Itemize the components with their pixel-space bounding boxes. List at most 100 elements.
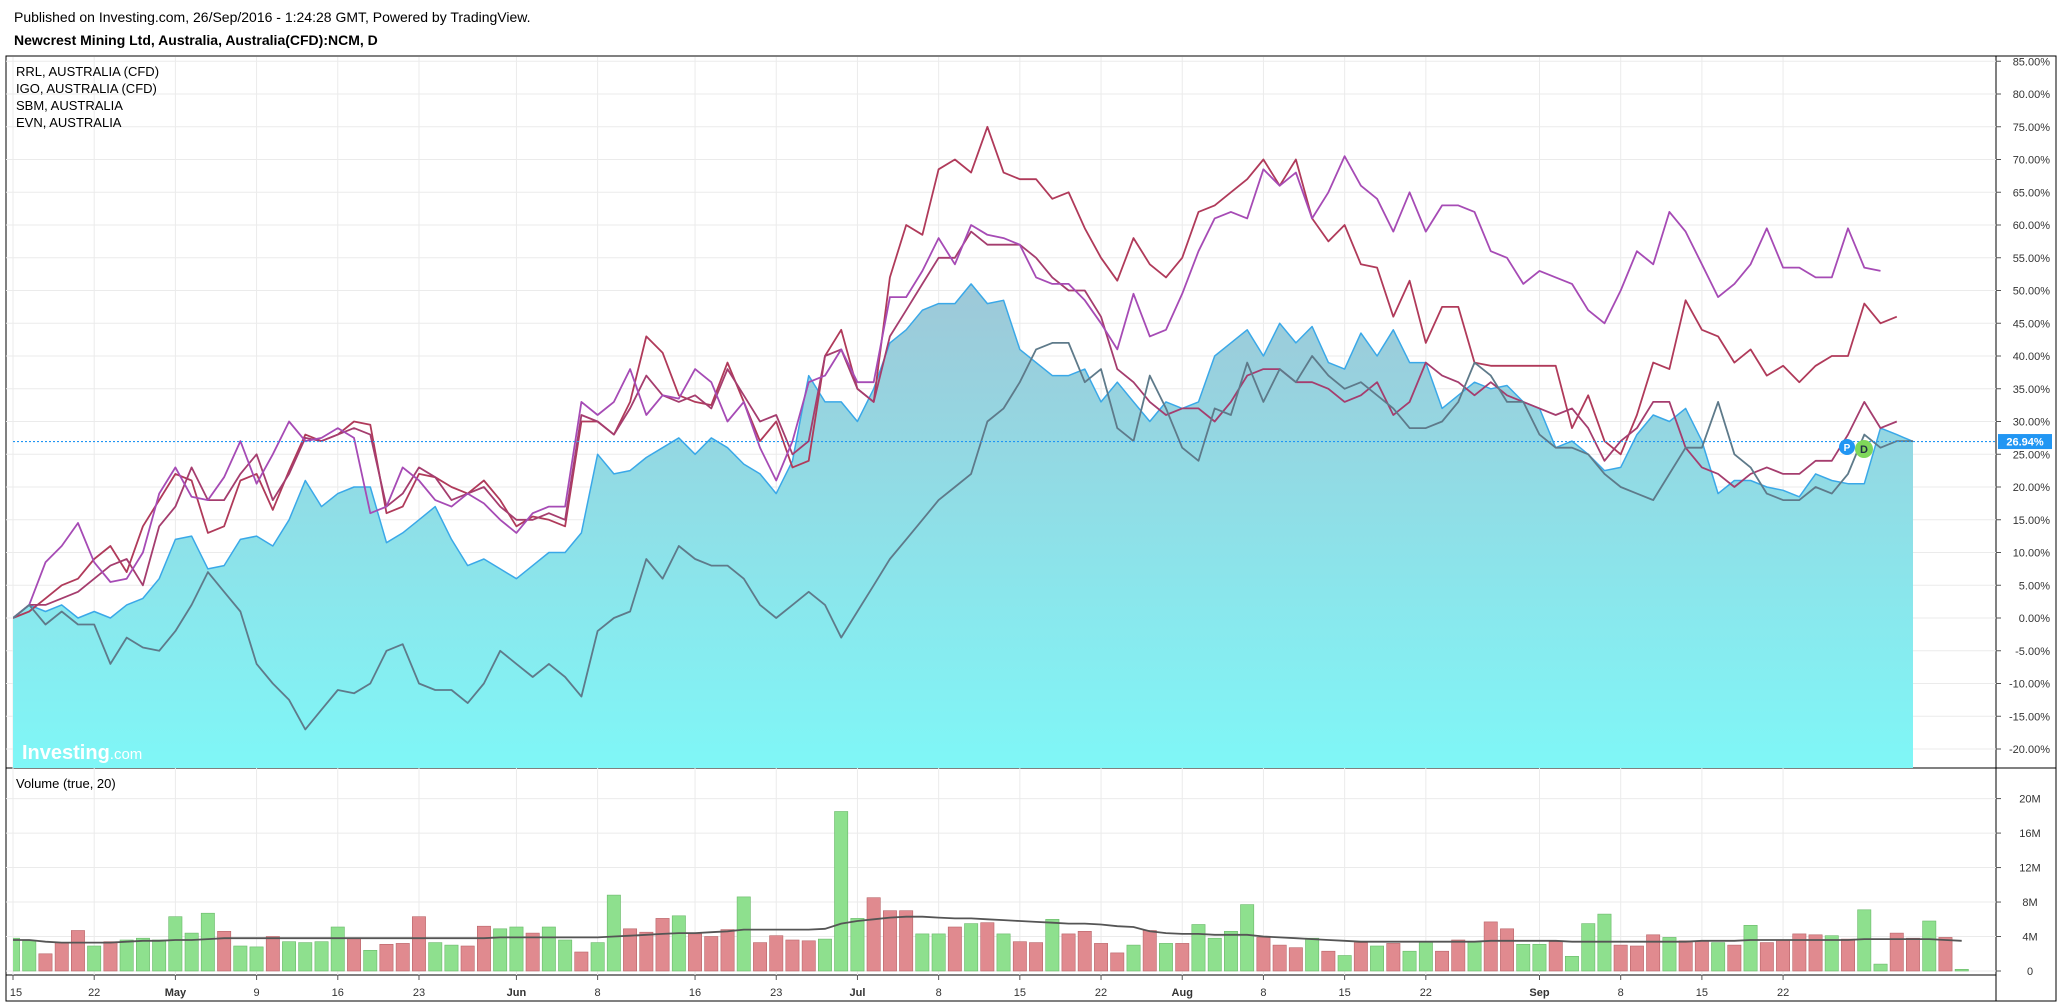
volume-bar bbox=[866, 897, 881, 972]
volume-bar bbox=[915, 933, 930, 972]
volume-tick-label: 20M bbox=[2019, 794, 2040, 806]
volume-bar bbox=[1353, 942, 1368, 972]
volume-bar bbox=[899, 910, 914, 972]
volume-bar bbox=[22, 940, 37, 972]
symbol-title: Newcrest Mining Ltd, Australia, Australi… bbox=[14, 32, 378, 48]
volume-bar bbox=[1305, 937, 1320, 972]
x-tick-label: 16 bbox=[332, 987, 344, 999]
volume-bar bbox=[947, 926, 962, 972]
volume-bar bbox=[834, 811, 849, 972]
volume-bar bbox=[1159, 943, 1173, 972]
volume-bar bbox=[428, 942, 443, 972]
volume-bar bbox=[931, 933, 946, 972]
volume-bar bbox=[168, 916, 183, 972]
volume-bar bbox=[1630, 945, 1644, 972]
y-tick-label: 25.00% bbox=[2013, 449, 2051, 461]
y-tick-label: 45.00% bbox=[2013, 318, 2051, 330]
volume-bar bbox=[1938, 937, 1953, 972]
x-tick-label: 22 bbox=[88, 987, 100, 999]
volume-bar bbox=[249, 946, 264, 972]
event-marker-d[interactable]: D bbox=[1855, 440, 1873, 458]
y-tick-label: -5.00% bbox=[2015, 646, 2050, 658]
y-tick-label: 10.00% bbox=[2013, 548, 2051, 560]
volume-bar bbox=[136, 937, 150, 972]
volume-bar bbox=[1662, 937, 1677, 972]
x-tick-label: 16 bbox=[689, 987, 701, 999]
volume-bar bbox=[606, 894, 621, 972]
volume-bar bbox=[103, 941, 118, 972]
y-tick-label: 65.00% bbox=[2013, 187, 2051, 199]
volume-bar bbox=[1418, 941, 1433, 972]
volume-bar bbox=[71, 930, 85, 972]
volume-bar bbox=[1467, 941, 1482, 972]
volume-bar bbox=[1012, 941, 1027, 972]
time-axis[interactable]: 15 22 May 9 16 23 Jun 8 16 23 Jul 8 15 22 Aug 8 15 22 Sep 8… bbox=[10, 975, 1789, 999]
volume-axis[interactable]: 20M 16M 12M 8M 4M 0 bbox=[1996, 794, 2041, 978]
volume-bar bbox=[996, 933, 1011, 972]
volume-bar bbox=[1711, 942, 1726, 972]
volume-bar bbox=[363, 949, 378, 972]
y-tick-label: 20.00% bbox=[2013, 482, 2051, 494]
price-axis[interactable]: 85.00% 80.00% 75.00% 70.00% 65.00% 60.00% 55.0… bbox=[1996, 56, 2050, 756]
x-tick-label: 22 bbox=[1095, 987, 1107, 999]
volume-bar bbox=[1207, 937, 1222, 972]
volume-bar bbox=[184, 932, 199, 972]
volume-bar bbox=[200, 912, 215, 972]
igo-line bbox=[13, 230, 1898, 619]
publish-info: Published on Investing.com, 26/Sep/2016 … bbox=[14, 9, 531, 25]
volume-bar bbox=[1110, 952, 1125, 972]
volume-tick-label: 4M bbox=[2022, 932, 2037, 944]
y-tick-label: 0.00% bbox=[2019, 613, 2050, 625]
volume-bar bbox=[1386, 943, 1401, 972]
volume-tick-label: 12M bbox=[2019, 863, 2040, 875]
volume-bar bbox=[1094, 943, 1109, 972]
volume-bar bbox=[119, 939, 134, 972]
volume-tick-label: 16M bbox=[2019, 828, 2040, 840]
x-tick-label: Jun bbox=[507, 987, 527, 999]
comparison-lines bbox=[13, 125, 1914, 731]
volume-bar bbox=[1256, 937, 1271, 972]
volume-bar bbox=[964, 923, 979, 972]
y-tick-label: 35.00% bbox=[2013, 384, 2051, 396]
volume-bar bbox=[558, 939, 573, 972]
y-tick-label: 15.00% bbox=[2013, 515, 2051, 527]
volume-bar bbox=[1808, 934, 1823, 972]
volume-bar bbox=[87, 945, 102, 972]
volume-bar bbox=[1321, 950, 1336, 972]
volume-bar bbox=[38, 953, 53, 972]
volume-bar bbox=[704, 936, 719, 972]
x-tick-label: 15 bbox=[10, 987, 22, 999]
volume-bar bbox=[282, 941, 296, 972]
x-tick-label: 8 bbox=[936, 987, 942, 999]
volume-bar bbox=[1889, 932, 1904, 972]
x-tick-label: 8 bbox=[1618, 987, 1624, 999]
y-tick-label: -10.00% bbox=[2009, 679, 2050, 691]
volume-bar bbox=[720, 929, 735, 972]
volume-bar bbox=[1191, 924, 1206, 972]
volume-bar bbox=[1776, 939, 1791, 972]
volume-bar bbox=[590, 942, 605, 972]
legend: RRL, AUSTRALIA (CFD) IGO, AUSTRALIA (CFD… bbox=[16, 64, 159, 130]
y-tick-label: 75.00% bbox=[2013, 122, 2051, 134]
volume-bar bbox=[1516, 943, 1531, 972]
volume-bar bbox=[1694, 940, 1709, 972]
volume-bar bbox=[1077, 930, 1092, 972]
sbm-line bbox=[13, 155, 1881, 619]
volume-bar bbox=[1759, 942, 1774, 972]
logo-text: Investing.com bbox=[22, 742, 142, 764]
volume-bar bbox=[1857, 909, 1872, 972]
last-value-badge: 26.94% bbox=[1998, 434, 2052, 450]
y-tick-label: 70.00% bbox=[2013, 155, 2051, 167]
y-tick-label: 80.00% bbox=[2013, 89, 2051, 101]
volume-bar bbox=[623, 928, 638, 972]
volume-bar bbox=[233, 945, 248, 972]
y-tick-label: -15.00% bbox=[2009, 711, 2050, 723]
x-tick-label: 22 bbox=[1420, 987, 1432, 999]
volume-bar bbox=[785, 939, 800, 972]
x-tick-label: 15 bbox=[1338, 987, 1350, 999]
volume-bar bbox=[688, 933, 703, 972]
y-tick-label: 5.00% bbox=[2019, 580, 2050, 592]
event-marker-p[interactable]: P bbox=[1839, 439, 1855, 455]
volume-bar bbox=[509, 926, 524, 972]
